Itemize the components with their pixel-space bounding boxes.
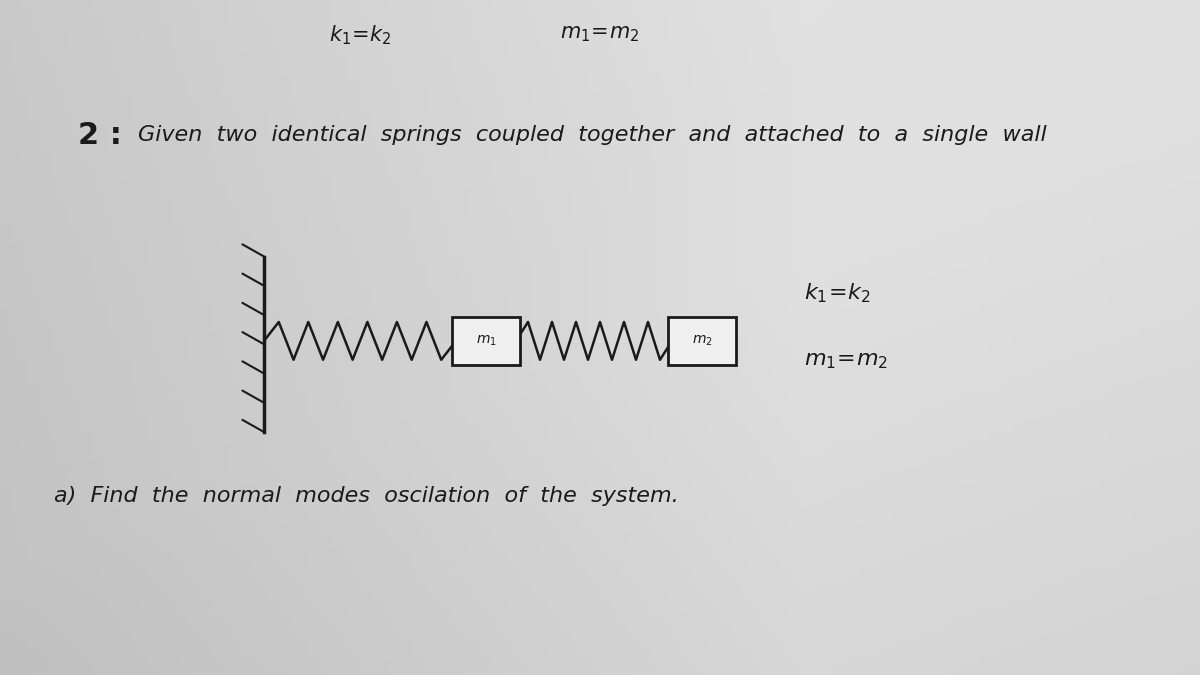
Text: $m_1\!=\!m_2$: $m_1\!=\!m_2$ — [804, 351, 888, 371]
Text: $m_1$: $m_1$ — [475, 333, 497, 348]
Text: 2 :: 2 : — [78, 121, 122, 149]
Text: Given  two  identical  springs  coupled  together  and  attached  to  a  single : Given two identical springs coupled toge… — [138, 125, 1046, 145]
Text: a)  Find  the  normal  modes  oscilation  of  the  system.: a) Find the normal modes oscilation of t… — [54, 486, 679, 506]
FancyBboxPatch shape — [668, 317, 736, 365]
FancyBboxPatch shape — [452, 317, 520, 365]
Text: $m_1\!=\!m_2$: $m_1\!=\!m_2$ — [560, 24, 640, 44]
Text: $k_1\!=\!k_2$: $k_1\!=\!k_2$ — [329, 24, 391, 47]
Text: $m_2$: $m_2$ — [691, 333, 713, 348]
Text: $k_1\!=\!k_2$: $k_1\!=\!k_2$ — [804, 282, 871, 305]
